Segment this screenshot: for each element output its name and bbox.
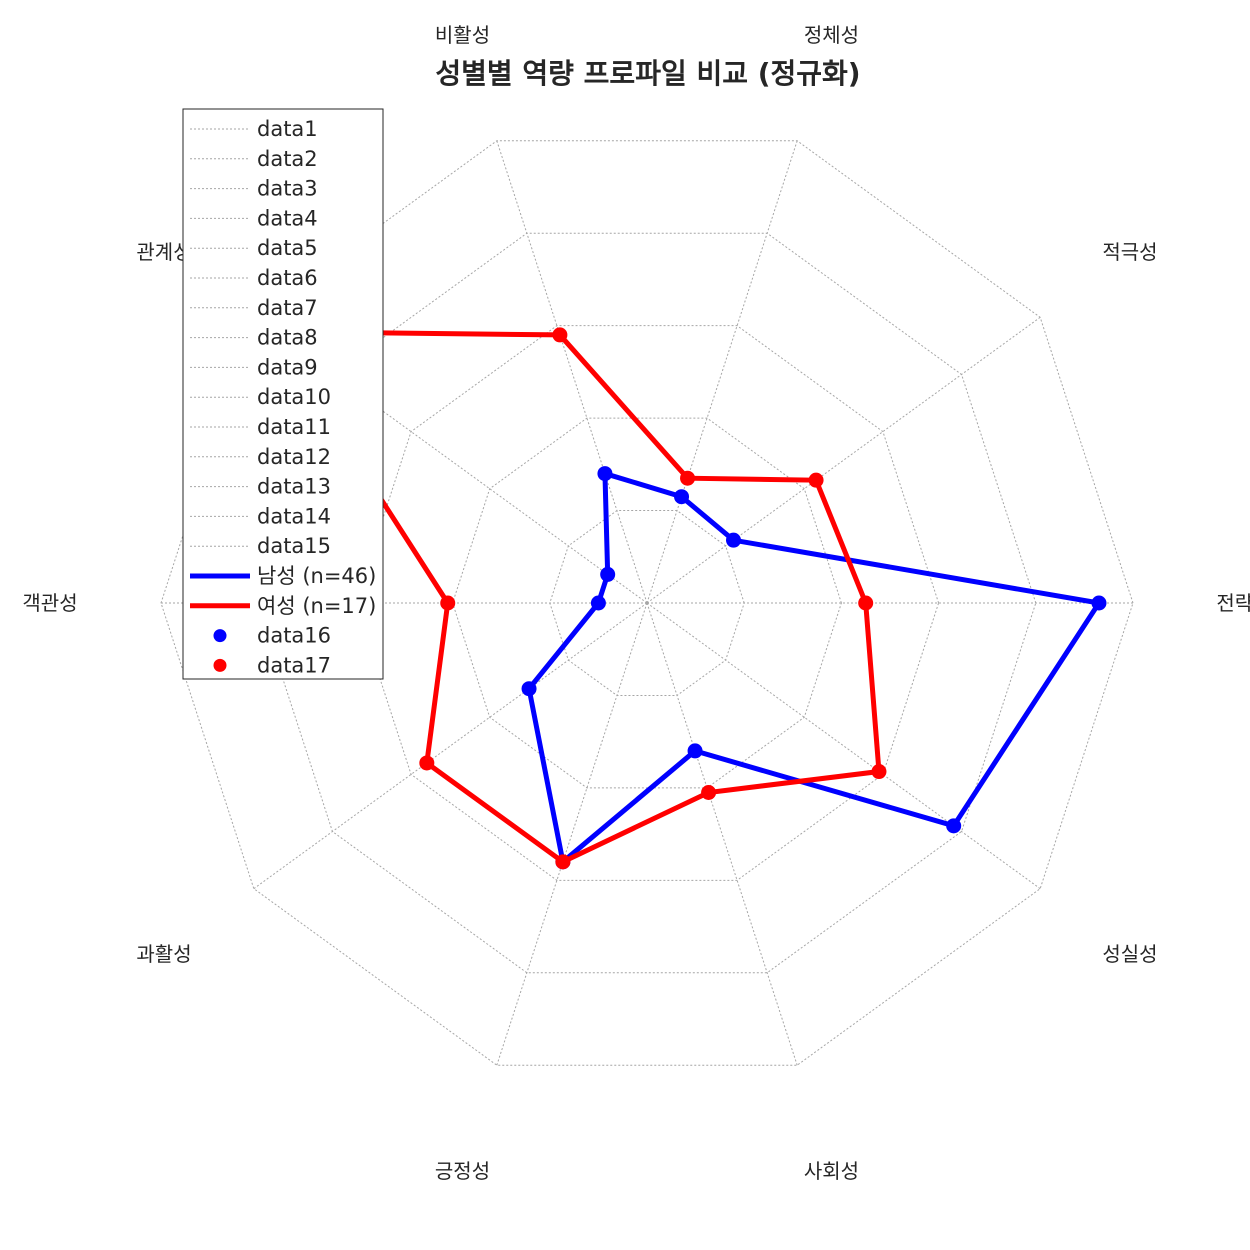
series-2-point-10 — [871, 764, 887, 780]
axis-label-9: 사회성 — [804, 1159, 859, 1183]
legend-swatch-19 — [213, 658, 227, 672]
legend-label-19: data17 — [257, 653, 331, 677]
series-1-point-9 — [687, 743, 703, 759]
legend-label-12: data12 — [257, 445, 331, 469]
legend-label-16: 남성 (n=46) — [257, 564, 376, 588]
legend-label-1: data1 — [257, 117, 318, 141]
legend-label-6: data6 — [257, 266, 318, 290]
grid-spoke-4 — [496, 140, 648, 604]
grid-spoke-10 — [646, 602, 1041, 890]
axis-label-8: 긍정성 — [435, 1159, 490, 1183]
series-2-point-3 — [680, 470, 696, 486]
series-line-1 — [526, 470, 1104, 867]
series-1-point-2 — [726, 532, 742, 548]
legend-label-8: data8 — [257, 326, 318, 350]
axis-label-1: 전략성 — [1216, 591, 1250, 615]
axis-label-6: 객관성 — [22, 591, 77, 615]
legend-label-5: data5 — [257, 236, 318, 260]
legend-label-2: data2 — [257, 147, 318, 171]
legend-label-10: data10 — [257, 385, 331, 409]
series-1-point-10 — [946, 818, 962, 834]
legend-label-11: data11 — [257, 415, 331, 439]
series-2-point-8 — [555, 854, 571, 870]
axis-label-5: 관계성 — [136, 240, 191, 264]
grid-ring-5 — [160, 140, 1134, 1066]
series-2-point-4 — [552, 327, 568, 343]
chart-title: 성별별 역량 프로파일 비교 (정규화) — [435, 57, 860, 90]
grid-spoke-8 — [496, 602, 648, 1066]
legend-swatch-18 — [213, 629, 227, 643]
axis-label-4: 비활성 — [435, 23, 490, 47]
series-1-point-4 — [597, 466, 613, 482]
legend-label-14: data14 — [257, 504, 331, 528]
series-1-point-6 — [590, 595, 606, 611]
series-1-point-3 — [674, 489, 690, 505]
series-2-point-2 — [808, 472, 824, 488]
legend-box — [182, 108, 384, 680]
series-2-point-1 — [858, 595, 874, 611]
legend-label-3: data3 — [257, 177, 318, 201]
grid-spoke-2 — [646, 316, 1041, 604]
grid-spoke-3 — [646, 140, 798, 604]
radar-grid — [160, 140, 1134, 1066]
legend-label-17: 여성 (n=17) — [257, 594, 376, 618]
legend-label-4: data4 — [257, 206, 318, 230]
series-1-point-5 — [600, 566, 616, 582]
series-1-point-7 — [521, 681, 537, 697]
axis-label-10: 성실성 — [1102, 942, 1157, 966]
legend-label-7: data7 — [257, 296, 318, 320]
series-2-point-9 — [701, 785, 717, 801]
legend-label-15: data15 — [257, 534, 331, 558]
series-layer — [265, 324, 1107, 870]
series-2-point-6 — [440, 595, 456, 611]
series-2-point-7 — [419, 755, 435, 771]
axis-label-2: 적극성 — [1102, 240, 1157, 264]
grid-spoke-7 — [253, 602, 648, 890]
legend-label-13: data13 — [257, 475, 331, 499]
series-1-point-1 — [1091, 595, 1107, 611]
axis-label-3: 정체성 — [804, 23, 859, 47]
legend-label-9: data9 — [257, 355, 318, 379]
axis-label-7: 과활성 — [136, 942, 191, 966]
legend-label-18: data16 — [257, 624, 331, 648]
legend: data1 data2 data3 data4 data5 data6 data7 data8… — [182, 108, 384, 680]
grid-spoke-9 — [646, 602, 798, 1066]
